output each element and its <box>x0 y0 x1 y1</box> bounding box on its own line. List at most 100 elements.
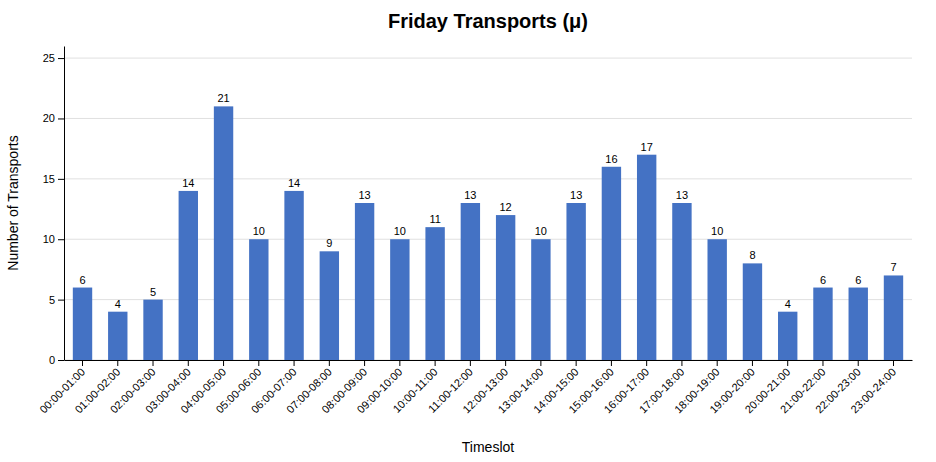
data-label: 10 <box>394 225 406 237</box>
y-tick-label: 20 <box>43 112 55 124</box>
data-label: 14 <box>288 177 300 189</box>
y-tick-label: 15 <box>43 173 55 185</box>
x-tick-mark <box>540 360 541 366</box>
y-tick-label: 5 <box>49 294 55 306</box>
x-axis-title: Timeslot <box>462 439 514 455</box>
bar <box>884 275 903 360</box>
y-axis-line <box>64 47 65 361</box>
x-tick-mark <box>576 360 577 366</box>
y-tick-label: 25 <box>43 52 55 64</box>
x-tick-mark <box>435 360 436 366</box>
y-tick-label: 0 <box>49 354 55 366</box>
x-tick-mark <box>223 360 224 366</box>
bar <box>143 300 162 360</box>
x-tick-mark <box>82 360 83 366</box>
x-tick-mark <box>822 360 823 366</box>
data-label: 6 <box>855 274 861 286</box>
title: Friday Transports (μ) <box>388 10 588 32</box>
x-tick-mark <box>329 360 330 366</box>
x-tick-mark <box>611 360 612 366</box>
data-label: 13 <box>464 189 476 201</box>
data-label: 10 <box>711 225 723 237</box>
bar <box>566 203 585 360</box>
x-axis-line <box>65 360 913 361</box>
bar <box>707 239 726 360</box>
bar <box>672 203 691 360</box>
data-labels: 645142110149131011131210131617131084667 <box>79 92 896 309</box>
x-tick-mark <box>858 360 859 366</box>
bars <box>73 106 903 360</box>
y-tick: 10 <box>43 233 64 245</box>
y-tick-mark <box>58 300 64 301</box>
x-tick-mark <box>505 360 506 366</box>
bar <box>531 239 550 360</box>
data-label: 14 <box>182 177 194 189</box>
x-tick-mark <box>399 360 400 366</box>
y-tick-mark <box>58 118 64 119</box>
x-tick-mark <box>153 360 154 366</box>
bar <box>425 227 444 360</box>
data-label: 10 <box>535 225 547 237</box>
x-tick-label: 23:00-24:00 <box>848 366 898 416</box>
bar <box>284 191 303 360</box>
bar <box>73 288 92 360</box>
data-label: 21 <box>217 92 229 104</box>
bar <box>320 251 339 360</box>
data-label: 4 <box>115 298 121 310</box>
bar <box>602 167 621 360</box>
data-label: 13 <box>358 189 370 201</box>
bar <box>813 288 832 360</box>
y-tick: 5 <box>49 294 64 306</box>
x-tick-mark <box>893 360 894 366</box>
data-label: 16 <box>605 153 617 165</box>
x-tick-mark <box>717 360 718 366</box>
bar <box>849 288 868 360</box>
data-label: 13 <box>676 189 688 201</box>
data-label: 5 <box>150 286 156 298</box>
x-tick-mark <box>752 360 753 366</box>
x-tick-mark <box>681 360 682 366</box>
bar <box>637 155 656 360</box>
chart-container: 00:00-01:0001:00-02:0002:00-03:0003:00-0… <box>0 0 936 462</box>
x-tick-mark <box>188 360 189 366</box>
bar <box>461 203 480 360</box>
bar <box>778 312 797 360</box>
x-tick-mark <box>364 360 365 366</box>
y-tick: 15 <box>43 173 64 185</box>
y-tick: 20 <box>43 112 64 124</box>
data-label: 9 <box>326 237 332 249</box>
y-tick: 25 <box>43 52 64 64</box>
data-label: 13 <box>570 189 582 201</box>
data-label: 12 <box>500 201 512 213</box>
plot: 00:00-01:0001:00-02:0002:00-03:0003:00-0… <box>37 47 912 416</box>
bar <box>249 239 268 360</box>
x-tick-mark <box>787 360 788 366</box>
data-label: 11 <box>429 213 440 225</box>
bar <box>214 106 233 360</box>
bar <box>390 239 409 360</box>
y-tick-mark <box>58 239 64 240</box>
y-tick-mark <box>58 58 64 59</box>
data-label: 6 <box>79 274 85 286</box>
data-label: 8 <box>749 249 755 261</box>
x-tick-mark <box>258 360 259 366</box>
data-label: 10 <box>253 225 265 237</box>
grid-line <box>64 118 912 119</box>
bar <box>743 263 762 360</box>
x-tick-mark <box>117 360 118 366</box>
bar <box>179 191 198 360</box>
y-axis: 0 5 10 15 20 25 <box>43 47 65 367</box>
data-label: 6 <box>820 274 826 286</box>
y-tick: 0 <box>49 354 64 366</box>
x-tick: 23:00-24:00 <box>848 360 898 416</box>
data-label: 4 <box>785 298 791 310</box>
data-label: 17 <box>641 141 653 153</box>
y-tick-mark <box>58 179 64 180</box>
grid <box>64 58 912 360</box>
x-tick-mark <box>646 360 647 366</box>
x-axis: 00:00-01:0001:00-02:0002:00-03:0003:00-0… <box>37 360 912 416</box>
x-tick-mark <box>470 360 471 366</box>
bar <box>108 312 127 360</box>
y-tick-mark <box>58 360 64 361</box>
bar <box>355 203 374 360</box>
